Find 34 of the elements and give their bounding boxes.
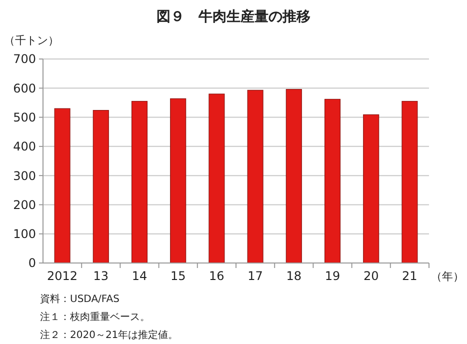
y-tick-label: 0 [28, 256, 36, 270]
y-tick-label: 300 [13, 168, 36, 183]
bar [402, 100, 418, 264]
x-tick-label: 2012 [47, 269, 78, 283]
x-tick-label: 15 [170, 269, 186, 283]
bar [131, 100, 148, 264]
x-tick-label: 20 [363, 269, 379, 283]
x-tick-label: 13 [93, 269, 109, 283]
bar [170, 98, 186, 264]
x-tick-label: 14 [132, 269, 148, 283]
x-axis-title: （年） [431, 270, 464, 283]
bar [54, 108, 70, 264]
text: 注２：2020～21年は推定値。 [40, 329, 178, 341]
chart-title: 図９ 牛肉生産量の推移 [156, 8, 310, 25]
bar [363, 114, 380, 264]
bar [247, 90, 264, 264]
x-tick-label: 17 [248, 269, 263, 283]
y-tick-label: 600 [13, 81, 36, 96]
bar [92, 110, 109, 264]
x-tick-label: 19 [324, 269, 340, 283]
y-tick-label: 200 [13, 198, 36, 212]
y-tick-label: 500 [13, 110, 36, 124]
x-tick-label: 18 [286, 269, 302, 283]
x-tick-label: 21 [402, 269, 418, 283]
x-tick-label: 16 [209, 269, 224, 283]
bar [286, 89, 302, 264]
bar [324, 98, 341, 264]
text: 資料：USDA/FAS [40, 293, 120, 305]
y-tick-label: 400 [13, 140, 36, 154]
y-tick-label: 700 [13, 52, 36, 66]
bar [208, 94, 225, 264]
y-tick-label: 100 [13, 227, 36, 242]
y-axis-title: （千トン） [4, 34, 59, 47]
text: 注１：枝肉重量ベース。 [40, 311, 150, 323]
